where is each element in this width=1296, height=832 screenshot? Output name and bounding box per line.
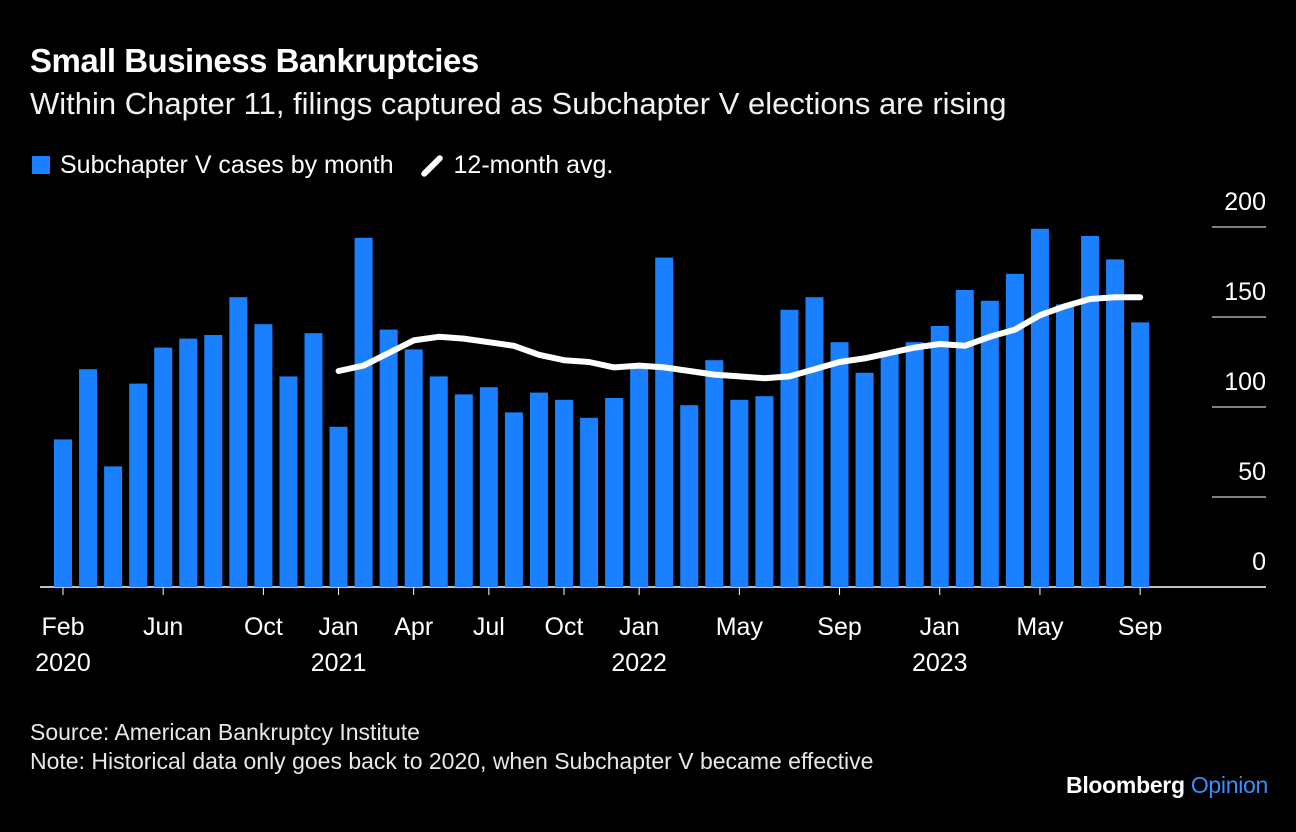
chart-title: Small Business Bankruptcies <box>30 42 479 79</box>
bar-2022-12 <box>905 342 924 587</box>
bars <box>54 228 1150 588</box>
bar-2020-12 <box>304 333 323 587</box>
x-tick-month-2021-07: Jul <box>473 613 505 641</box>
bar-2020-04 <box>104 466 123 587</box>
x-tick-month-2021-10: Oct <box>545 613 584 641</box>
legend-bar-swatch <box>32 156 50 174</box>
bar-2022-08 <box>805 297 824 587</box>
bar-2022-02 <box>655 257 674 587</box>
bar-2020-08 <box>204 335 223 587</box>
x-tick-month-2020-02: Feb <box>41 613 84 641</box>
bar-2021-07 <box>479 387 498 587</box>
bar-2023-05 <box>1030 228 1049 588</box>
x-tick-month-2022-01: Jan <box>619 613 659 641</box>
legend-line-label: 12-month avg. <box>453 150 614 179</box>
bar-2021-04 <box>404 349 423 587</box>
bar-2023-02 <box>955 290 974 587</box>
bar-2023-09 <box>1131 322 1150 587</box>
x-tick-month-2023-09: Sep <box>1118 613 1162 641</box>
x-tick-month-2023-05: May <box>1016 613 1064 641</box>
source-text: Source: American Bankruptcy Institute <box>30 719 420 745</box>
bar-2020-05 <box>129 383 148 587</box>
x-tick-month-2022-09: Sep <box>817 613 861 641</box>
y-tick-label-0: 0 <box>1252 548 1266 576</box>
bar-2020-07 <box>179 338 198 587</box>
bar-2021-11 <box>580 417 599 587</box>
legend: Subchapter V cases by month 12-month avg… <box>32 148 613 182</box>
bar-2023-04 <box>1005 273 1024 587</box>
bar-2020-06 <box>154 347 173 587</box>
bar-2021-10 <box>555 399 573 587</box>
average-line <box>335 294 1144 382</box>
y-tick-label-150: 150 <box>1224 278 1266 306</box>
bar-2022-11 <box>880 351 899 587</box>
x-tick-month-2021-01: Jan <box>318 613 358 641</box>
x-tick-labels: Feb 2020 Jun Oct Jan 2021 Apr Jul Oct Jan 2022 May S… <box>35 587 1162 677</box>
bar-2021-05 <box>429 376 448 587</box>
bar-2021-06 <box>454 394 473 587</box>
bar-2020-02 <box>54 439 72 587</box>
bar-2022-04 <box>705 360 724 587</box>
bar-2022-09 <box>830 342 849 587</box>
bar-2023-01 <box>930 326 949 587</box>
chart-subtitle: Within Chapter 11, filings captured as S… <box>30 86 1007 121</box>
bar-2022-07 <box>780 309 799 587</box>
bar-2021-01 <box>329 426 348 587</box>
legend-bar-label: Subchapter V cases by month <box>60 150 394 179</box>
bar-2021-12 <box>605 398 624 587</box>
x-tick-month-2022-05: May <box>716 613 764 641</box>
bar-2022-03 <box>680 405 699 587</box>
bar-2020-10 <box>254 324 273 587</box>
x-tick-year-2021-01: 2021 <box>311 649 367 677</box>
note-text: Note: Historical data only goes back to … <box>30 748 874 774</box>
x-tick-year-2022-01: 2022 <box>611 649 667 677</box>
x-tick-month-2020-06: Jun <box>143 613 183 641</box>
brand-name: Bloomberg <box>1066 772 1185 798</box>
bar-2021-09 <box>529 392 548 587</box>
bar-2020-09 <box>229 297 248 587</box>
bar-2021-02 <box>354 237 373 588</box>
brand-logo: Bloomberg Opinion <box>1066 772 1268 799</box>
bar-2023-08 <box>1106 259 1125 587</box>
x-tick-month-2023-01: Jan <box>920 613 960 641</box>
bar-2021-03 <box>379 329 398 587</box>
y-tick-label-50: 50 <box>1238 458 1266 486</box>
bar-2022-06 <box>755 396 774 587</box>
x-tick-month-2020-10: Oct <box>244 613 283 641</box>
y-tick-labels: 0 50 100 150 200 <box>1224 188 1266 576</box>
bar-2020-11 <box>279 376 298 587</box>
bar-2022-05 <box>730 399 749 587</box>
bar-2023-07 <box>1081 236 1100 587</box>
bar-2022-10 <box>855 372 874 587</box>
bar-2020-03 <box>79 369 98 587</box>
average-line-group <box>335 294 1144 382</box>
x-tick-month-2021-04: Apr <box>394 613 433 641</box>
x-tick-year-2020-02: 2020 <box>35 649 91 677</box>
bar-2021-08 <box>504 412 523 587</box>
y-tick-label-100: 100 <box>1224 368 1266 396</box>
footer: Source: American Bankruptcy Institute No… <box>30 718 950 776</box>
x-tick-year-2023-01: 2023 <box>912 649 968 677</box>
brand-suffix: Opinion <box>1190 772 1268 798</box>
y-tick-label-200: 200 <box>1224 188 1266 216</box>
bar-2022-01 <box>630 363 649 587</box>
bar-2023-03 <box>980 300 999 587</box>
bar-2023-06 <box>1056 304 1074 587</box>
